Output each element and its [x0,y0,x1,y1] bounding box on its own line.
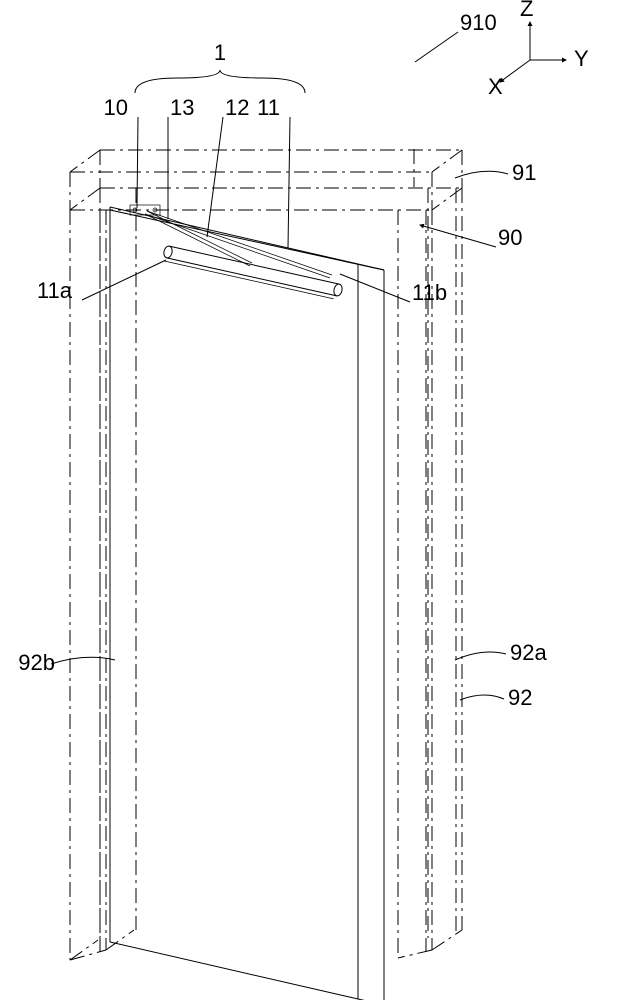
axis-x-label: X [488,74,503,99]
label-l10: 10 [104,95,128,120]
label-layer: 1 910 10 13 12 11 91 90 11a 11b 92a 92 92b [18,10,547,710]
leader-l91 [455,171,508,178]
label-l13: 13 [170,95,194,120]
label-l91: 91 [512,160,536,185]
label-l12: 12 [225,95,249,120]
closer-body-end-b [333,283,343,296]
leader-l11a [82,260,166,300]
brace-1 [135,70,305,93]
closer-arm-1 [145,214,250,266]
leader-layer [51,32,508,700]
leader-l12 [207,117,223,237]
axis-z-label: Z [520,0,533,21]
leader-l92 [460,695,504,700]
label-l92: 92 [508,685,532,710]
closer-body-end-a [163,245,173,258]
leader-l90 [420,225,496,247]
axis-x [500,60,530,82]
leader-l11 [288,117,290,248]
leader-l92b [51,657,115,664]
diagram-canvas: 1 910 10 13 12 11 91 90 11a 11b 92a 92 92b X Y Z [0,0,618,1000]
leader-l92a [455,652,506,660]
axes-gizmo: X Y Z [488,0,589,99]
leader-l910 [415,32,458,62]
label-l92a: 92a [510,640,547,665]
geometry-layer [70,149,462,1000]
label-l11a: 11a [37,278,73,303]
label-l11: 11 [257,95,280,120]
axis-y-label: Y [574,46,589,71]
label-l910: 910 [460,10,497,35]
leader-l10 [137,117,138,208]
label-l92b: 92b [18,650,55,675]
label-1: 1 [214,40,226,65]
label-l11b: 11b [412,280,447,305]
label-l90: 90 [498,225,522,250]
leader-l11b [340,274,410,302]
